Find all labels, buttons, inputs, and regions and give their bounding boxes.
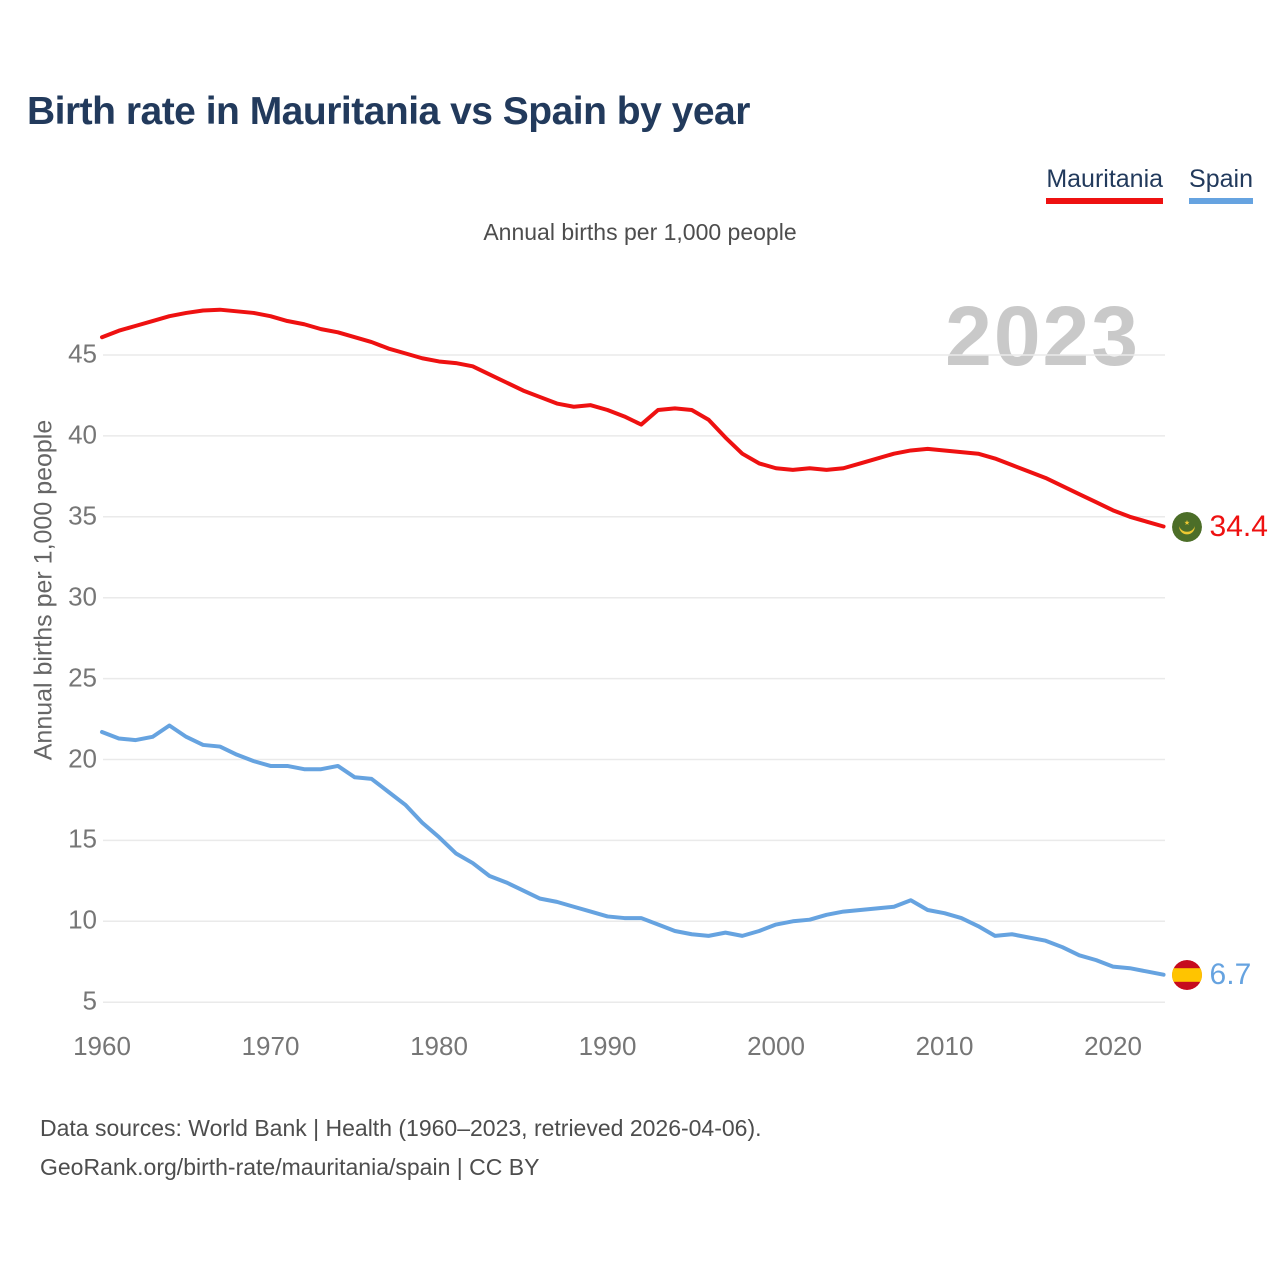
chart-subtitle: Annual births per 1,000 people xyxy=(483,219,797,245)
y-tick-label: 15 xyxy=(68,823,97,854)
y-tick-label: 5 xyxy=(82,985,97,1016)
spain-line xyxy=(100,723,1166,977)
spain-end-value: 6.7 xyxy=(1209,957,1252,991)
footer: Data sources: World Bank | Health (1960–… xyxy=(40,1109,762,1187)
spain-flag-icon xyxy=(1171,959,1202,990)
page-title: Birth rate in Mauritania vs Spain by yea… xyxy=(27,90,750,133)
mauritania-line xyxy=(100,307,1166,529)
y-tick-label: 40 xyxy=(68,419,97,450)
y-tick-label: 20 xyxy=(68,742,97,773)
x-tick-label: 2020 xyxy=(1084,1031,1142,1061)
legend-item-mauritania[interactable]: Mauritania xyxy=(1046,165,1164,204)
x-tick-label: 2010 xyxy=(915,1031,974,1061)
mauritania-end-marker: 34.4 xyxy=(1171,509,1268,544)
x-tick-label: 2000 xyxy=(747,1031,805,1061)
spain-end-marker: 6.7 xyxy=(1171,957,1252,992)
y-tick-label: 45 xyxy=(68,338,97,369)
mauritania-end-value: 34.4 xyxy=(1209,509,1268,543)
x-tick-label: 1960 xyxy=(73,1031,131,1061)
y-tick-label: 35 xyxy=(68,500,97,531)
footer-sources: Data sources: World Bank | Health (1960–… xyxy=(40,1115,762,1141)
mauritania-flag-icon xyxy=(1171,511,1202,542)
x-tick-label: 1970 xyxy=(241,1031,300,1061)
legend-item-spain[interactable]: Spain xyxy=(1189,165,1253,204)
y-tick-label: 30 xyxy=(68,580,97,611)
x-tick-label: 1990 xyxy=(578,1031,637,1061)
year-watermark: 2023 xyxy=(945,289,1140,383)
footer-attribution: GeoRank.org/birth-rate/mauritania/spain … xyxy=(40,1154,540,1180)
y-tick-label: 25 xyxy=(68,661,97,692)
legend: Mauritania Spain xyxy=(1046,165,1253,204)
y-tick-label: 10 xyxy=(68,904,97,935)
x-tick-label: 1980 xyxy=(410,1031,468,1061)
